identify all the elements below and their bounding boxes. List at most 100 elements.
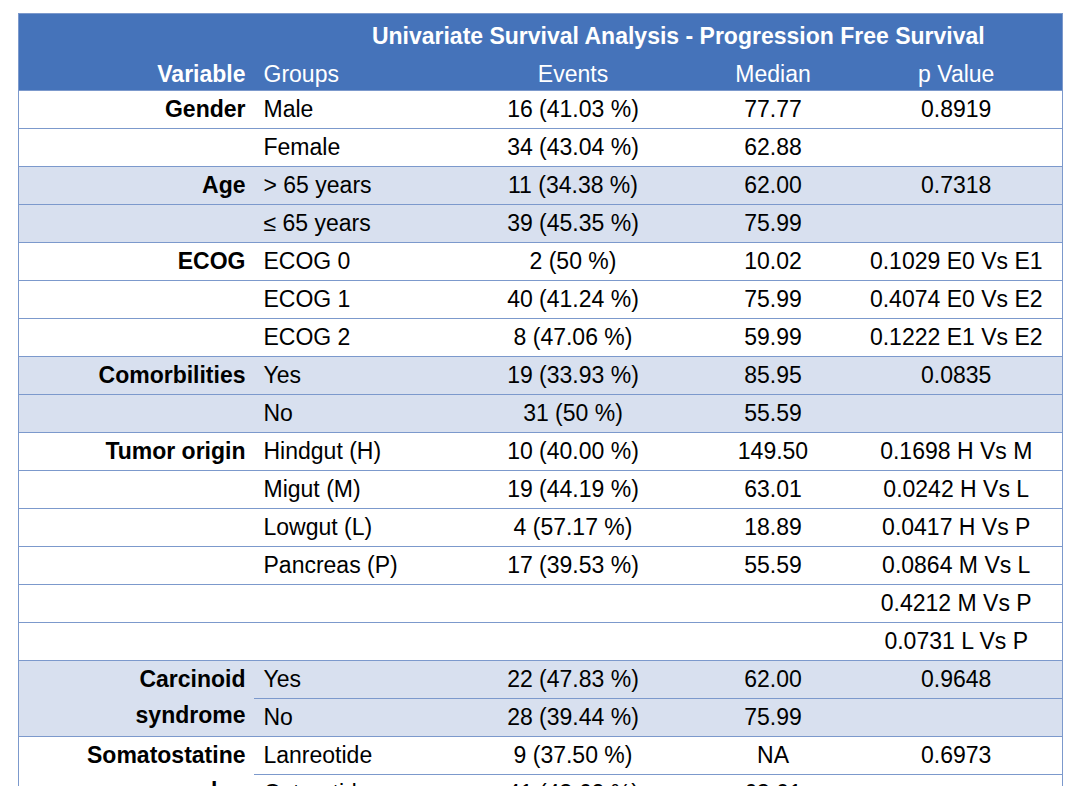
events-cell: 8 (47.06 %) (451, 319, 696, 357)
group-cell: Lanreotide (254, 737, 451, 775)
table-row: ≤ 65 years 39 (45.35 %) 75.99 (19, 205, 1063, 243)
median-cell: 62.88 (696, 129, 851, 167)
events-cell: 4 (57.17 %) (451, 509, 696, 547)
pvalue-cell: 0.4074 E0 Vs E2 (851, 281, 1063, 319)
variable-cell (19, 205, 254, 243)
table-row: Gender Male 16 (41.03 %) 77.77 0.8919 (19, 91, 1063, 129)
table-row: ECOG ECOG 0 2 (50 %) 10.02 0.1029 E0 Vs … (19, 243, 1063, 281)
variable-line: analog (19, 773, 246, 786)
survival-analysis-table: Univariate Survival Analysis - Progressi… (18, 13, 1063, 786)
page-canvas: Univariate Survival Analysis - Progressi… (0, 0, 1080, 786)
group-cell: Yes (254, 661, 451, 699)
median-cell: 77.77 (696, 91, 851, 129)
variable-cell: Gender (19, 91, 254, 129)
variable-cell (19, 395, 254, 433)
table-row: Carcinoid syndrome Yes 22 (47.83 %) 62.0… (19, 661, 1063, 699)
median-cell: 59.99 (696, 319, 851, 357)
group-cell: Pancreas (P) (254, 547, 451, 585)
median-cell: 85.95 (696, 357, 851, 395)
group-cell: Yes (254, 357, 451, 395)
group-cell: Migut (M) (254, 471, 451, 509)
median-cell: 62.00 (696, 167, 851, 205)
table-row: Somatostatine analog Lanreotide 9 (37.50… (19, 737, 1063, 775)
median-cell: NA (696, 737, 851, 775)
events-cell (451, 623, 696, 661)
table-row: ECOG 2 8 (47.06 %) 59.99 0.1222 E1 Vs E2 (19, 319, 1063, 357)
column-header-events: Events (451, 58, 696, 91)
table-row: Age > 65 years 11 (34.38 %) 62.00 0.7318 (19, 167, 1063, 205)
pvalue-cell: 0.8919 (851, 91, 1063, 129)
group-cell: Male (254, 91, 451, 129)
variable-cell: Comorbilities (19, 357, 254, 395)
median-cell: 149.50 (696, 433, 851, 471)
table-row: Comorbilities Yes 19 (33.93 %) 85.95 0.0… (19, 357, 1063, 395)
table-row: 0.4212 M Vs P (19, 585, 1063, 623)
median-cell: 75.99 (696, 205, 851, 243)
pvalue-cell: 0.1029 E0 Vs E1 (851, 243, 1063, 281)
variable-cell (19, 547, 254, 585)
group-cell: Hindgut (H) (254, 433, 451, 471)
group-cell: ECOG 1 (254, 281, 451, 319)
events-cell: 10 (40.00 %) (451, 433, 696, 471)
pvalue-cell (851, 129, 1063, 167)
pvalue-cell: 0.4212 M Vs P (851, 585, 1063, 623)
variable-cell (19, 281, 254, 319)
group-cell: Octreotide (254, 775, 451, 786)
table-row: Tumor origin Hindgut (H) 10 (40.00 %) 14… (19, 433, 1063, 471)
group-cell: ECOG 2 (254, 319, 451, 357)
events-cell: 41 (43.62 %) (451, 775, 696, 786)
events-cell: 19 (33.93 %) (451, 357, 696, 395)
header-corner-cell (19, 14, 254, 59)
events-cell: 9 (37.50 %) (451, 737, 696, 775)
pvalue-cell: 0.0242 H Vs L (851, 471, 1063, 509)
group-cell: Lowgut (L) (254, 509, 451, 547)
group-cell: ECOG 0 (254, 243, 451, 281)
variable-cell: Somatostatine analog (19, 737, 254, 786)
table-body: Gender Male 16 (41.03 %) 77.77 0.8919 Fe… (19, 91, 1063, 786)
variable-line: Somatostatine (19, 737, 246, 773)
pvalue-cell: 0.1698 H Vs M (851, 433, 1063, 471)
column-header-pvalue: p Value (851, 58, 1063, 91)
median-cell: 18.89 (696, 509, 851, 547)
events-cell: 19 (44.19 %) (451, 471, 696, 509)
variable-cell (19, 319, 254, 357)
variable-cell (19, 129, 254, 167)
events-cell: 16 (41.03 %) (451, 91, 696, 129)
median-cell: 75.99 (696, 699, 851, 737)
variable-line: Carcinoid (19, 661, 246, 697)
table-row: 0.0731 L Vs P (19, 623, 1063, 661)
pvalue-cell: 0.0864 M Vs L (851, 547, 1063, 585)
variable-cell (19, 509, 254, 547)
pvalue-cell: 0.0731 L Vs P (851, 623, 1063, 661)
events-cell: 39 (45.35 %) (451, 205, 696, 243)
title-row: Univariate Survival Analysis - Progressi… (19, 14, 1063, 59)
pvalue-cell (851, 699, 1063, 737)
table-row: Lowgut (L) 4 (57.17 %) 18.89 0.0417 H Vs… (19, 509, 1063, 547)
pvalue-cell (851, 775, 1063, 786)
median-cell: 75.99 (696, 281, 851, 319)
median-cell (696, 585, 851, 623)
variable-cell (19, 623, 254, 661)
group-cell: Female (254, 129, 451, 167)
group-cell: ≤ 65 years (254, 205, 451, 243)
table-title: Univariate Survival Analysis - Progressi… (254, 14, 1063, 59)
events-cell: 31 (50 %) (451, 395, 696, 433)
table-row: No 31 (50 %) 55.59 (19, 395, 1063, 433)
median-cell: 55.59 (696, 547, 851, 585)
events-cell: 11 (34.38 %) (451, 167, 696, 205)
median-cell: 62.00 (696, 661, 851, 699)
pvalue-cell: 0.0835 (851, 357, 1063, 395)
column-header-groups: Groups (254, 58, 451, 91)
variable-cell: Tumor origin (19, 433, 254, 471)
variable-line: syndrome (19, 697, 246, 733)
pvalue-cell: 0.1222 E1 Vs E2 (851, 319, 1063, 357)
group-cell: No (254, 699, 451, 737)
variable-cell: Carcinoid syndrome (19, 661, 254, 737)
group-cell: No (254, 395, 451, 433)
events-cell: 22 (47.83 %) (451, 661, 696, 699)
pvalue-cell (851, 395, 1063, 433)
median-cell: 55.59 (696, 395, 851, 433)
pvalue-cell: 0.7318 (851, 167, 1063, 205)
column-header-row: Variable Groups Events Median p Value (19, 58, 1063, 91)
events-cell (451, 585, 696, 623)
